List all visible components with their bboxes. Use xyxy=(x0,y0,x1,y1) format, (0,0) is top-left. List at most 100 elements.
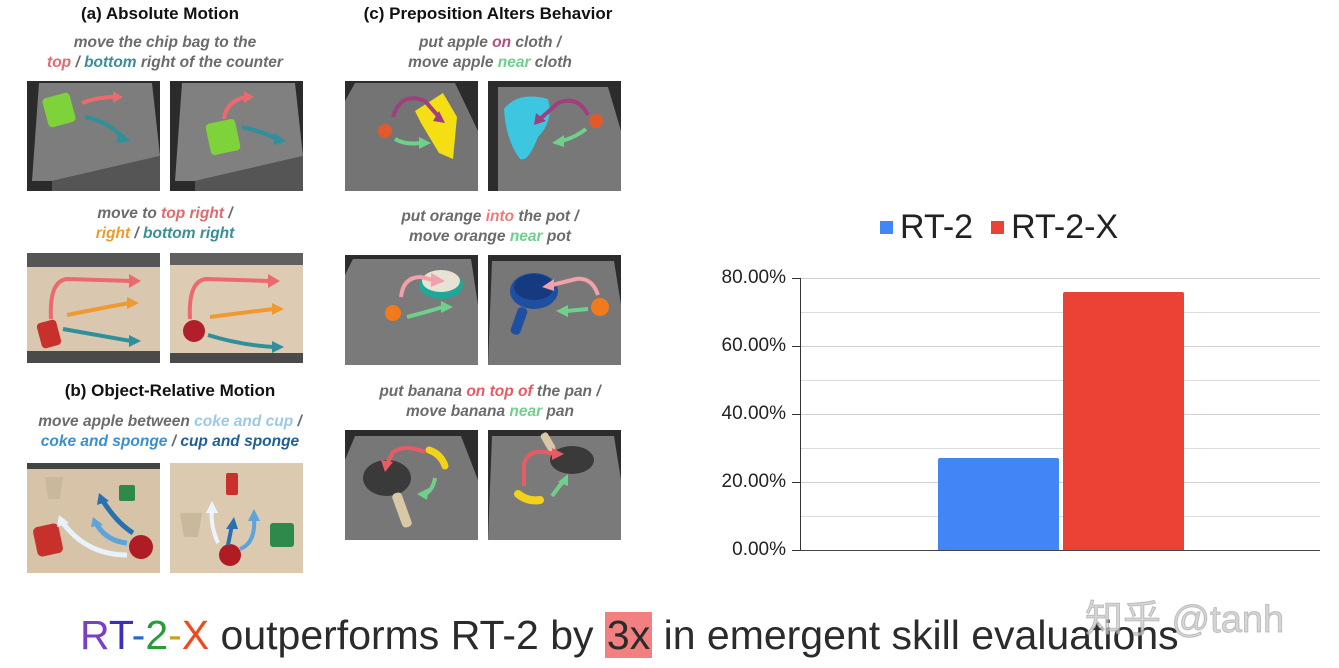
caption-run: top xyxy=(47,54,72,71)
caption-a1: move the chip bag to the top / bottom rig… xyxy=(10,33,320,73)
caption-line: right / bottom right xyxy=(10,224,320,244)
headline-letter: - xyxy=(131,612,146,658)
gridline xyxy=(800,312,1320,313)
photo-coke-table xyxy=(27,253,160,363)
gridline xyxy=(800,482,1320,483)
bar-rt-2 xyxy=(938,458,1059,550)
headline-letter: R xyxy=(80,612,109,658)
legend-swatch-rt2x xyxy=(991,221,1005,234)
caption-run: put apple xyxy=(418,34,493,51)
caption-run: coke and sponge xyxy=(40,433,168,450)
y-tick-mark xyxy=(792,414,800,415)
caption-run: cloth / xyxy=(511,34,562,51)
caption-run: move banana xyxy=(406,403,510,420)
photo-apple-coke-cup xyxy=(27,463,160,573)
headline-letter: T xyxy=(108,612,132,658)
caption-line: top / bottom right of the counter xyxy=(10,53,320,73)
caption-run: / xyxy=(223,205,233,222)
gridline xyxy=(800,448,1320,449)
legend-item-rt2: RT-2 xyxy=(880,208,973,247)
y-tick-20: 20.00% xyxy=(721,471,786,492)
chart-legend: RT-2 RT-2-X xyxy=(880,208,1126,247)
caption-line: put apple on cloth / xyxy=(335,33,645,53)
caption-run: / xyxy=(167,433,181,450)
photo-banana-pan-2 xyxy=(488,430,621,540)
caption-run: move orange xyxy=(409,228,510,245)
caption-run: move apple between xyxy=(38,413,195,430)
caption-run: move to xyxy=(97,205,162,222)
caption-run: / xyxy=(130,225,144,242)
caption-run: on top of xyxy=(466,383,533,400)
panel-c-title: (c) Preposition Alters Behavior xyxy=(363,4,613,23)
headline-model-name: RT-2-X xyxy=(80,612,209,658)
y-axis xyxy=(800,278,801,550)
caption-run: the pot / xyxy=(514,208,579,225)
headline-highlight-3x: 3x xyxy=(604,612,653,658)
photo-apple-table xyxy=(170,253,303,363)
caption-b1: move apple between coke and cup / coke an… xyxy=(5,412,335,452)
caption-run: pot xyxy=(542,228,571,245)
legend-item-rt2x: RT-2-X xyxy=(991,208,1118,247)
y-tick-40: 40.00% xyxy=(721,403,786,424)
caption-run: bottom right xyxy=(143,225,235,242)
photo-apple-cup-sponge xyxy=(170,463,303,573)
caption-run: near xyxy=(509,228,543,245)
caption-run: move apple xyxy=(408,54,498,71)
caption-line: coke and sponge / cup and sponge xyxy=(5,432,335,452)
caption-c2: put orange into the pot / move orange nea… xyxy=(335,207,645,247)
caption-line: move banana near pan xyxy=(335,402,645,422)
x-axis xyxy=(800,550,1320,551)
caption-run: near xyxy=(509,403,543,420)
caption-run: right of the counter xyxy=(136,54,283,71)
gridline xyxy=(800,414,1320,415)
photo-chipbag-2 xyxy=(170,81,303,191)
headline-letter: X xyxy=(181,612,210,658)
gridline xyxy=(800,346,1320,347)
y-tick-0: 0.00% xyxy=(732,539,786,560)
caption-run: coke and cup xyxy=(194,413,294,430)
panel-a-title: (a) Absolute Motion xyxy=(80,4,239,23)
y-tick-mark xyxy=(792,550,800,551)
watermark: 知乎 @tanh xyxy=(1084,599,1285,642)
caption-run: top right xyxy=(161,205,224,222)
caption-line: move the chip bag to the xyxy=(10,33,320,53)
caption-line: put orange into the pot / xyxy=(335,207,645,227)
legend-label-rt2x: RT-2-X xyxy=(1011,208,1119,246)
caption-run: / xyxy=(71,54,85,71)
caption-run: move the chip bag to the xyxy=(73,34,257,51)
legend-swatch-rt2 xyxy=(880,221,893,234)
photo-orange-blue-pot xyxy=(488,255,621,365)
caption-c3: put banana on top of the pan / move banan… xyxy=(335,382,645,422)
caption-line: put banana on top of the pan / xyxy=(335,382,645,402)
gridline xyxy=(800,516,1320,517)
headline-post: in emergent skill evaluations xyxy=(652,612,1179,658)
caption-run: cloth xyxy=(530,54,572,71)
caption-run: into xyxy=(485,208,515,225)
caption-line: move orange near pot xyxy=(335,227,645,247)
photo-apple-yellow-cloth xyxy=(345,81,478,191)
gridline xyxy=(800,380,1320,381)
caption-run: cup and sponge xyxy=(180,433,300,450)
headline-letter: 2 xyxy=(145,612,169,658)
y-tick-mark xyxy=(792,346,800,347)
y-tick-80: 80.00% xyxy=(721,267,786,288)
caption-run: right xyxy=(95,225,131,242)
caption-a2: move to top right / right / bottom right xyxy=(10,204,320,244)
y-tick-60: 60.00% xyxy=(721,335,786,356)
caption-run: put orange xyxy=(401,208,486,225)
y-tick-mark xyxy=(792,482,800,483)
caption-run: pan xyxy=(542,403,574,420)
photo-apple-blue-cloth xyxy=(488,81,621,191)
caption-run: near xyxy=(497,54,531,71)
headline-letter: - xyxy=(168,612,182,658)
caption-run: put banana xyxy=(379,383,467,400)
caption-line: move apple near cloth xyxy=(335,53,645,73)
panel-b-title: (b) Object-Relative Motion xyxy=(64,381,276,400)
caption-run: / xyxy=(293,413,302,430)
photo-chipbag-1 xyxy=(27,81,160,191)
headline-pre: outperforms RT-2 by xyxy=(209,612,605,658)
gridline xyxy=(800,278,1320,279)
caption-run: bottom xyxy=(84,54,137,71)
caption-line: move to top right / xyxy=(10,204,320,224)
caption-run: on xyxy=(492,34,512,51)
